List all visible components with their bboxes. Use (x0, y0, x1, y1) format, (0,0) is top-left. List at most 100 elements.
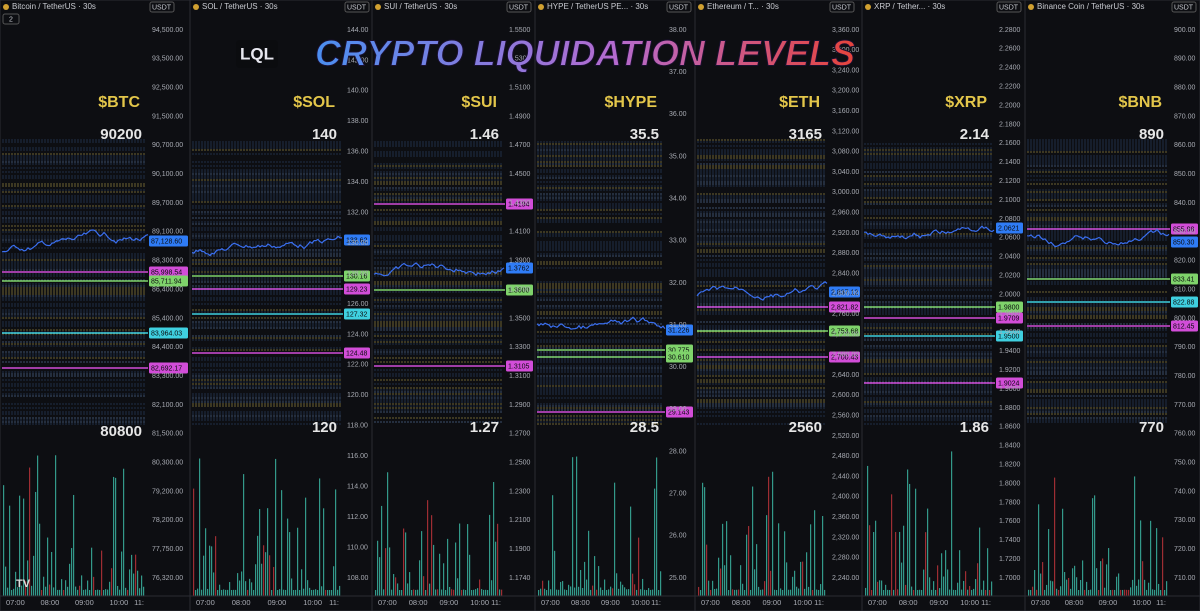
price-tag-label: 129.23 (346, 286, 368, 293)
volume-bar (329, 589, 331, 596)
y-tick-label: 1.4500 (509, 171, 531, 178)
volume-bar (722, 523, 724, 596)
volume-bar (899, 531, 901, 596)
volume-bar (600, 587, 602, 596)
volume-bar (229, 582, 231, 596)
y-tick-label: 2,880.00 (832, 250, 859, 257)
y-tick-label: 2,720.00 (832, 331, 859, 338)
volume-bar (39, 523, 41, 596)
volume-bar (604, 579, 606, 596)
x-tick-label: 09:00 (763, 598, 782, 607)
y-tick-label: 1.4700 (509, 142, 531, 149)
chart-panel: 855.98 850.30 833.41 822.88 812.45 900.00 890.… (1024, 0, 1200, 611)
y-tick-label: 76,320.00 (152, 575, 183, 582)
volume-bar (501, 589, 503, 596)
y-tick-label: 30.00 (669, 364, 687, 371)
volume-bar (1130, 587, 1132, 596)
volume-bar (939, 588, 941, 596)
volume-bar (75, 586, 77, 596)
y-tick-label: 2.0200 (999, 272, 1021, 279)
volume-bar (97, 589, 99, 596)
volume-bar (91, 547, 93, 596)
volume-bar (455, 542, 457, 596)
volume-bar (415, 589, 417, 596)
volume-bar (49, 584, 51, 596)
volume-bar (915, 488, 917, 596)
volume-bar (981, 589, 983, 596)
price-tag-label: 82,692.17 (151, 365, 182, 372)
volume-bar (1120, 589, 1122, 596)
chart-panel: 87,128.60 85,998.54 85,711.94 83,964.03 82,6… (0, 0, 191, 611)
bottom-level: 120 (312, 419, 337, 436)
y-tick-label: 77,750.00 (152, 546, 183, 553)
volume-bar (391, 589, 393, 596)
volume-bar (375, 590, 377, 596)
y-tick-label: 2,640.00 (832, 372, 859, 379)
price-tag (1171, 223, 1198, 235)
y-tick-label: 2.2800 (999, 27, 1021, 34)
volume-bar (606, 589, 608, 596)
y-tick-label: 3,000.00 (832, 189, 859, 196)
volume-bar (417, 589, 419, 596)
bottom-level: 80800 (100, 423, 142, 440)
price-tag-label: 1.9024 (998, 380, 1020, 387)
volume-bar (991, 581, 993, 596)
y-tick-label: 93,500.00 (152, 56, 183, 63)
y-tick-label: 1.7200 (999, 556, 1021, 563)
volume-bar (219, 584, 221, 596)
y-tick-label: 82,100.00 (152, 402, 183, 409)
volume-bar (744, 589, 746, 596)
y-tick-label: 25.00 (669, 575, 687, 582)
price-tag-label: 31.226 (668, 327, 690, 334)
volume-bar (1032, 586, 1034, 596)
x-tick-label: 09:00 (930, 598, 949, 607)
y-tick-label: 1.9000 (999, 386, 1021, 393)
title-overlay: LQL CRYPTO LIQUIDATION LEVELS TV (16, 32, 856, 590)
price-line (1026, 228, 1170, 248)
chart-panel: 133.62 130.16 129.23 127.32 124.48 144.00 142.… (189, 0, 373, 611)
volume-bar (552, 495, 554, 596)
volume-bar (987, 548, 989, 596)
volume-bar (301, 569, 303, 596)
volume-bar (740, 565, 742, 596)
y-tick-label: 2.0600 (999, 235, 1021, 242)
volume-bar (499, 589, 501, 596)
volume-bar (493, 482, 495, 596)
volume-bar (1042, 562, 1044, 596)
volume-bar (873, 532, 875, 596)
volume-bar (385, 548, 387, 596)
volume-bar (612, 588, 614, 596)
volume-bar (131, 554, 133, 596)
volume-bar (213, 572, 215, 596)
y-tick-label: 3,240.00 (832, 67, 859, 74)
y-tick-label: 730.00 (1174, 517, 1196, 524)
volume-bar (927, 508, 929, 596)
y-tick-label: 114.00 (347, 484, 368, 491)
volume-bar (1114, 589, 1116, 596)
y-tick-label: 1.3500 (509, 315, 531, 322)
volume-bar (955, 590, 957, 596)
volume-bar (700, 589, 702, 596)
volume-bar (574, 587, 576, 596)
x-tick-label: 09:00 (601, 598, 620, 607)
volume-bar (45, 586, 47, 596)
volume-bar (141, 575, 143, 596)
volume-bar (750, 589, 752, 596)
volume-bar (217, 589, 219, 596)
volume-bar (588, 530, 590, 596)
volume-bar (237, 573, 239, 596)
y-tick-label: 116.00 (347, 453, 368, 460)
volume-bar (1116, 576, 1118, 596)
volume-bar (381, 505, 383, 596)
y-tick-label: 2.2600 (999, 46, 1021, 53)
volume-bar (814, 510, 816, 596)
volume-bar (443, 563, 445, 596)
volume-bar (77, 589, 79, 596)
volume-bar (397, 583, 399, 596)
x-tick-label: 11: (491, 598, 501, 607)
volume-bar (221, 589, 223, 596)
bottom-level: 1.86 (960, 419, 989, 436)
price-tag (149, 275, 188, 287)
top-level: 35.5 (630, 126, 659, 143)
